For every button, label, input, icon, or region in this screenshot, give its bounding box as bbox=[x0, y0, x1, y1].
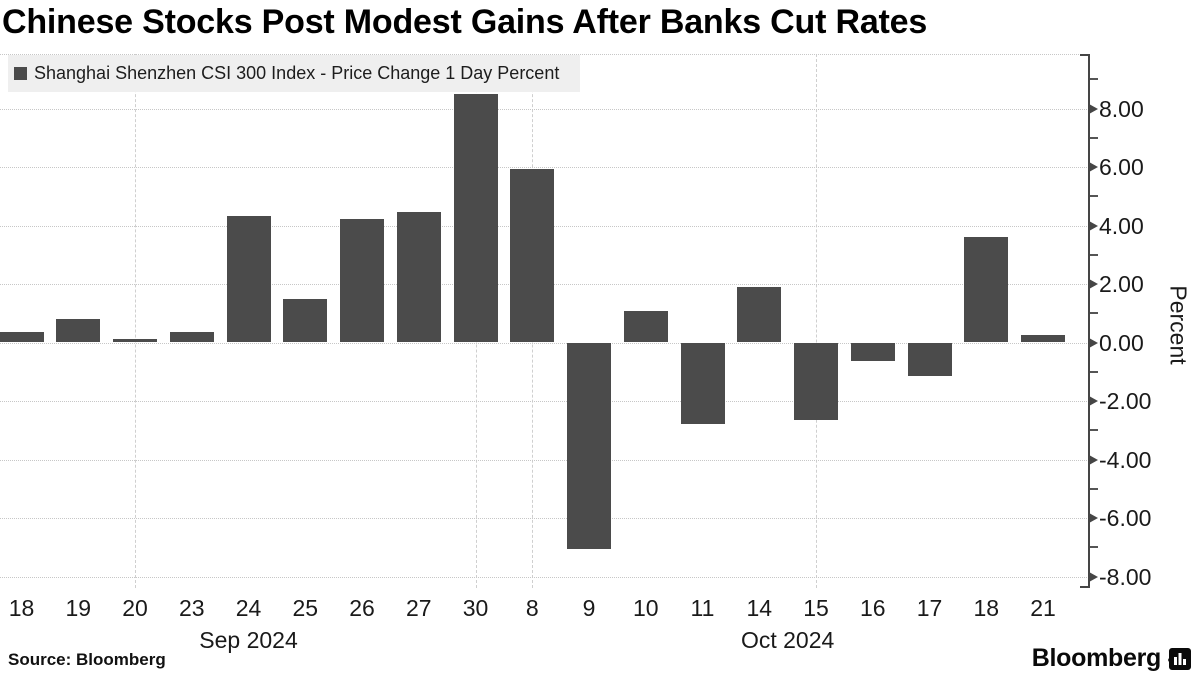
y-tick-arrow-icon bbox=[1089, 103, 1098, 114]
y-tick-label: 0.00 bbox=[1099, 329, 1144, 356]
y-tick-label: -4.00 bbox=[1099, 446, 1152, 473]
legend-swatch-icon bbox=[14, 67, 27, 80]
y-tick-arrow-icon bbox=[1089, 454, 1098, 465]
y-tick-minor bbox=[1090, 195, 1098, 198]
y-tick-label: -8.00 bbox=[1099, 563, 1152, 590]
x-tick-label: 26 bbox=[349, 595, 375, 621]
y-tick-arrow-icon bbox=[1089, 162, 1098, 172]
gridline-horizontal bbox=[0, 518, 1089, 519]
x-tick-label: 14 bbox=[746, 595, 773, 621]
brand-wordmark: Bloomberg bbox=[1031, 644, 1162, 672]
y-tick-label: 6.00 bbox=[1099, 154, 1144, 180]
x-tick-label: 23 bbox=[178, 595, 205, 621]
bar bbox=[623, 311, 668, 343]
y-tick-label: -6.00 bbox=[1099, 505, 1152, 531]
gridline-horizontal bbox=[0, 108, 1089, 110]
x-tick-label: 9 bbox=[582, 595, 596, 621]
bar bbox=[113, 338, 157, 343]
x-tick-label: 25 bbox=[292, 595, 319, 621]
bar bbox=[964, 236, 1009, 343]
bar bbox=[340, 219, 384, 343]
y-tick-arrow-icon bbox=[1089, 571, 1098, 582]
x-tick-label: 24 bbox=[235, 595, 262, 621]
bar bbox=[680, 342, 725, 424]
x-tick-label: 10 bbox=[632, 595, 659, 621]
gridline-horizontal bbox=[0, 342, 1089, 344]
bar bbox=[794, 342, 838, 421]
y-tick-minor bbox=[1090, 546, 1098, 549]
bar bbox=[510, 169, 555, 343]
x-tick-label: 20 bbox=[122, 595, 148, 621]
x-tick-label: 11 bbox=[690, 595, 715, 621]
x-tick-label: 27 bbox=[405, 595, 432, 621]
x-tick-label: 30 bbox=[462, 595, 489, 621]
y-tick-minor bbox=[1090, 136, 1098, 139]
bar bbox=[1021, 334, 1065, 343]
x-tick-label: 17 bbox=[916, 595, 943, 621]
bar bbox=[0, 331, 44, 343]
y-axis-top-cap bbox=[1080, 54, 1090, 56]
y-tick-label: 8.00 bbox=[1099, 95, 1144, 122]
y-tick-arrow-icon bbox=[1089, 220, 1098, 231]
y-axis-title: Percent bbox=[1165, 285, 1192, 365]
y-tick-minor bbox=[1090, 487, 1098, 490]
gridline-vertical bbox=[816, 54, 817, 588]
x-tick-label: 16 bbox=[859, 595, 886, 621]
x-tick-label: 18 bbox=[973, 595, 1000, 621]
gridline-vertical bbox=[135, 54, 136, 588]
x-tick-label: 21 bbox=[1030, 595, 1056, 621]
gridline-horizontal bbox=[0, 167, 1089, 168]
chart-title: Chinese Stocks Post Modest Gains After B… bbox=[2, 3, 928, 41]
y-tick-arrow-icon bbox=[1089, 396, 1098, 406]
y-tick-label: 4.00 bbox=[1099, 212, 1144, 239]
gridline-horizontal bbox=[0, 576, 1089, 578]
x-month-label: Oct 2024 bbox=[740, 627, 835, 653]
plot-top-border bbox=[0, 54, 1089, 55]
x-tick-label: 8 bbox=[525, 595, 539, 621]
bar bbox=[169, 331, 214, 343]
bar bbox=[226, 215, 271, 343]
bar bbox=[737, 286, 782, 343]
y-axis-bottom-cap bbox=[1080, 586, 1090, 588]
y-tick-label: 2.00 bbox=[1099, 271, 1144, 297]
y-tick-minor bbox=[1090, 78, 1098, 81]
x-tick-label: 15 bbox=[803, 595, 829, 621]
legend-label: Shanghai Shenzhen CSI 300 Index - Price … bbox=[34, 63, 560, 83]
x-tick-label: 19 bbox=[65, 595, 92, 621]
bar bbox=[453, 94, 498, 343]
source-note: Source: Bloomberg bbox=[8, 650, 166, 669]
y-tick-arrow-icon bbox=[1089, 513, 1098, 523]
brand-logo: Bloomberg bbox=[1032, 644, 1192, 673]
gridline-horizontal bbox=[0, 401, 1089, 402]
bar bbox=[396, 211, 441, 343]
bloomberg-terminal-icon bbox=[1168, 647, 1192, 671]
y-axis-line bbox=[1088, 54, 1090, 588]
bar bbox=[567, 342, 611, 549]
gridline-horizontal bbox=[0, 459, 1089, 461]
legend: Shanghai Shenzhen CSI 300 Index - Price … bbox=[8, 55, 580, 92]
y-tick-minor bbox=[1090, 253, 1098, 256]
y-tick-arrow-icon bbox=[1089, 279, 1098, 289]
bar bbox=[56, 319, 101, 343]
y-tick-arrow-icon bbox=[1089, 337, 1098, 348]
bar bbox=[283, 299, 328, 343]
y-tick-minor bbox=[1090, 312, 1098, 315]
y-tick-minor bbox=[1090, 370, 1098, 373]
x-month-label: Sep 2024 bbox=[199, 627, 298, 653]
y-tick-minor bbox=[1090, 429, 1098, 432]
bar bbox=[850, 342, 895, 361]
x-tick-label: 18 bbox=[8, 595, 35, 621]
y-tick-label: -2.00 bbox=[1099, 388, 1152, 414]
bar bbox=[907, 342, 952, 376]
